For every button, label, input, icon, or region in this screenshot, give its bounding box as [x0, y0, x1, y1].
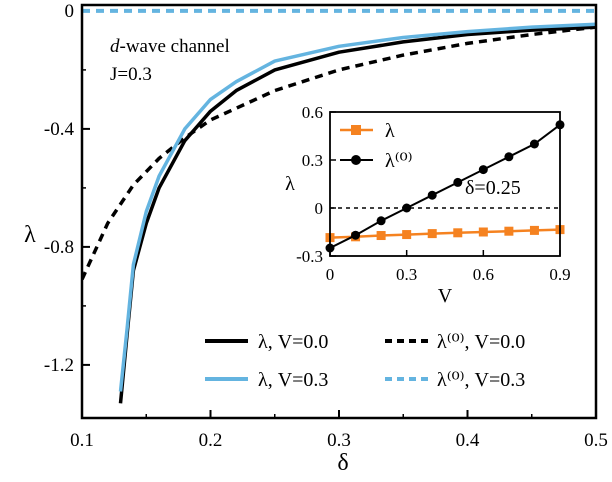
inset-legend-label-lambda0: λ⁽⁰⁾ — [385, 150, 413, 172]
inset-point-lambda-7 — [504, 226, 514, 236]
inset-point-lambda0-7 — [504, 152, 514, 162]
inset-point-lambda0-5 — [453, 177, 463, 187]
inset-legend-marker-lambda — [351, 125, 361, 135]
main-y-tick-label-1-2: -1.2 — [44, 355, 74, 376]
inset-series-lambda0 — [329, 124, 561, 249]
inset-legend-marker-lambda0 — [351, 155, 361, 165]
inset-legend: λ λ⁽⁰⁾ — [340, 120, 413, 172]
inset-point-lambda0-2 — [376, 216, 386, 226]
inset-plot: 0 0.3 0.6 0.9-0.300.30.6 — [296, 103, 571, 284]
main-x-tick-label-0-4: 0.4 — [456, 430, 480, 451]
main-series-v-0-0 — [82, 25, 596, 281]
inset-point-lambda0-1 — [351, 230, 361, 240]
inset-point-lambda-3 — [402, 230, 412, 240]
inset-point-lambda-4 — [427, 229, 437, 239]
inset-legend-label-lambda: λ — [385, 120, 395, 142]
main-data-layer — [82, 8, 596, 404]
inset-y-tick-label-0-3: 0.3 — [302, 151, 323, 170]
inset-point-lambda0-6 — [478, 165, 488, 175]
main-annotation-line2: J=0.3 — [110, 64, 152, 85]
main-annotation-text: -wave channel — [120, 36, 230, 57]
main-y-tick-label-0-8: -0.8 — [44, 237, 74, 258]
inset-annotation: δ=0.25 — [465, 177, 521, 199]
main-annotation-italic: d — [110, 36, 120, 57]
legend-label-lambda-v0: λ, V=0.0 — [258, 331, 328, 353]
main-y-tick-label-0: 0 — [65, 1, 75, 22]
main-annotation: d-wave channel — [110, 36, 230, 57]
main-x-tick-label-0-1: 0.1 — [70, 430, 94, 451]
inset-point-lambda0-3 — [402, 203, 412, 213]
inset-x-tick-label-0-6: 0.6 — [473, 265, 494, 284]
main-plot-frame — [80, 3, 598, 420]
main-x-tick-label-0-3: 0.3 — [327, 430, 351, 451]
inset-y-tick-label-0-6: 0.6 — [302, 103, 323, 122]
main-y-axis-label: λ — [24, 222, 36, 248]
inset-y-tick-label-0-3: -0.3 — [296, 247, 323, 266]
main-legend: λ, V=0.0 λ⁽⁰⁾, V=0.0 λ, V=0.3 λ⁽⁰⁾, V=0.… — [205, 331, 525, 391]
inset-point-lambda0-4 — [427, 190, 437, 200]
inset-y-axis-label: λ — [285, 173, 295, 195]
inset-x-tick-label-0-9: 0.9 — [549, 265, 570, 284]
inset-point-lambda-6 — [478, 227, 488, 237]
main-x-tick-label-0-2: 0.2 — [199, 430, 223, 451]
legend-label-lambda0-v0: λ⁽⁰⁾, V=0.0 — [437, 331, 525, 353]
main-series-v-0-3 — [118, 22, 596, 392]
inset-point-lambda-2 — [376, 231, 386, 241]
main-y-tick-label-0-4: -0.4 — [44, 119, 75, 140]
inset-point-lambda0-8 — [529, 139, 539, 149]
inset-plot-frame — [329, 111, 561, 257]
inset-series-lambda — [329, 228, 561, 239]
inset-point-lambda-5 — [453, 228, 463, 238]
legend-label-lambda0-v3: λ⁽⁰⁾, V=0.3 — [437, 369, 525, 391]
inset-x-tick-label-0-3: 0.3 — [396, 265, 417, 284]
legend-label-lambda-v3: λ, V=0.3 — [258, 369, 328, 391]
main-x-tick-label-0-5: 0.5 — [584, 430, 608, 451]
inset-point-lambda-8 — [529, 225, 539, 235]
inset-y-tick-label-0: 0 — [315, 199, 324, 218]
main-x-axis-label: δ — [337, 450, 348, 476]
main-plot: 0.1 0.2 0.3 0.4 0.5 0 -0.4 -0.8 -1.2 — [44, 1, 608, 451]
inset-x-tick-label-0: 0 — [326, 265, 335, 284]
inset-x-axis-label: V — [438, 285, 453, 307]
